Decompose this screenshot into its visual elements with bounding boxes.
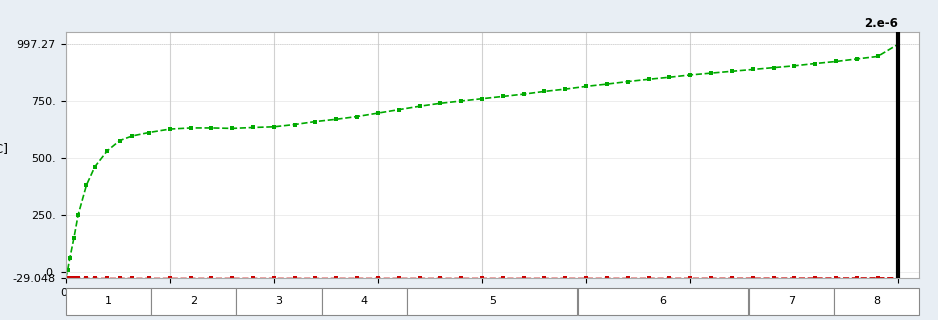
Bar xyxy=(66,288,151,315)
Bar xyxy=(749,288,834,315)
X-axis label: [s]: [s] xyxy=(484,301,501,314)
Text: 7: 7 xyxy=(788,296,794,306)
Text: 1: 1 xyxy=(105,296,112,306)
Text: 2: 2 xyxy=(190,296,197,306)
Bar xyxy=(578,288,749,315)
Text: 4: 4 xyxy=(361,296,368,306)
Y-axis label: [°C]: [°C] xyxy=(0,142,8,155)
Bar xyxy=(236,288,322,315)
Bar xyxy=(151,288,236,315)
Text: 6: 6 xyxy=(659,296,667,306)
Text: 3: 3 xyxy=(276,296,282,306)
Text: 5: 5 xyxy=(489,296,496,306)
Bar xyxy=(322,288,407,315)
Bar xyxy=(834,288,919,315)
Bar xyxy=(407,288,578,315)
Text: 2.e-6: 2.e-6 xyxy=(865,17,899,29)
Text: 8: 8 xyxy=(873,296,880,306)
